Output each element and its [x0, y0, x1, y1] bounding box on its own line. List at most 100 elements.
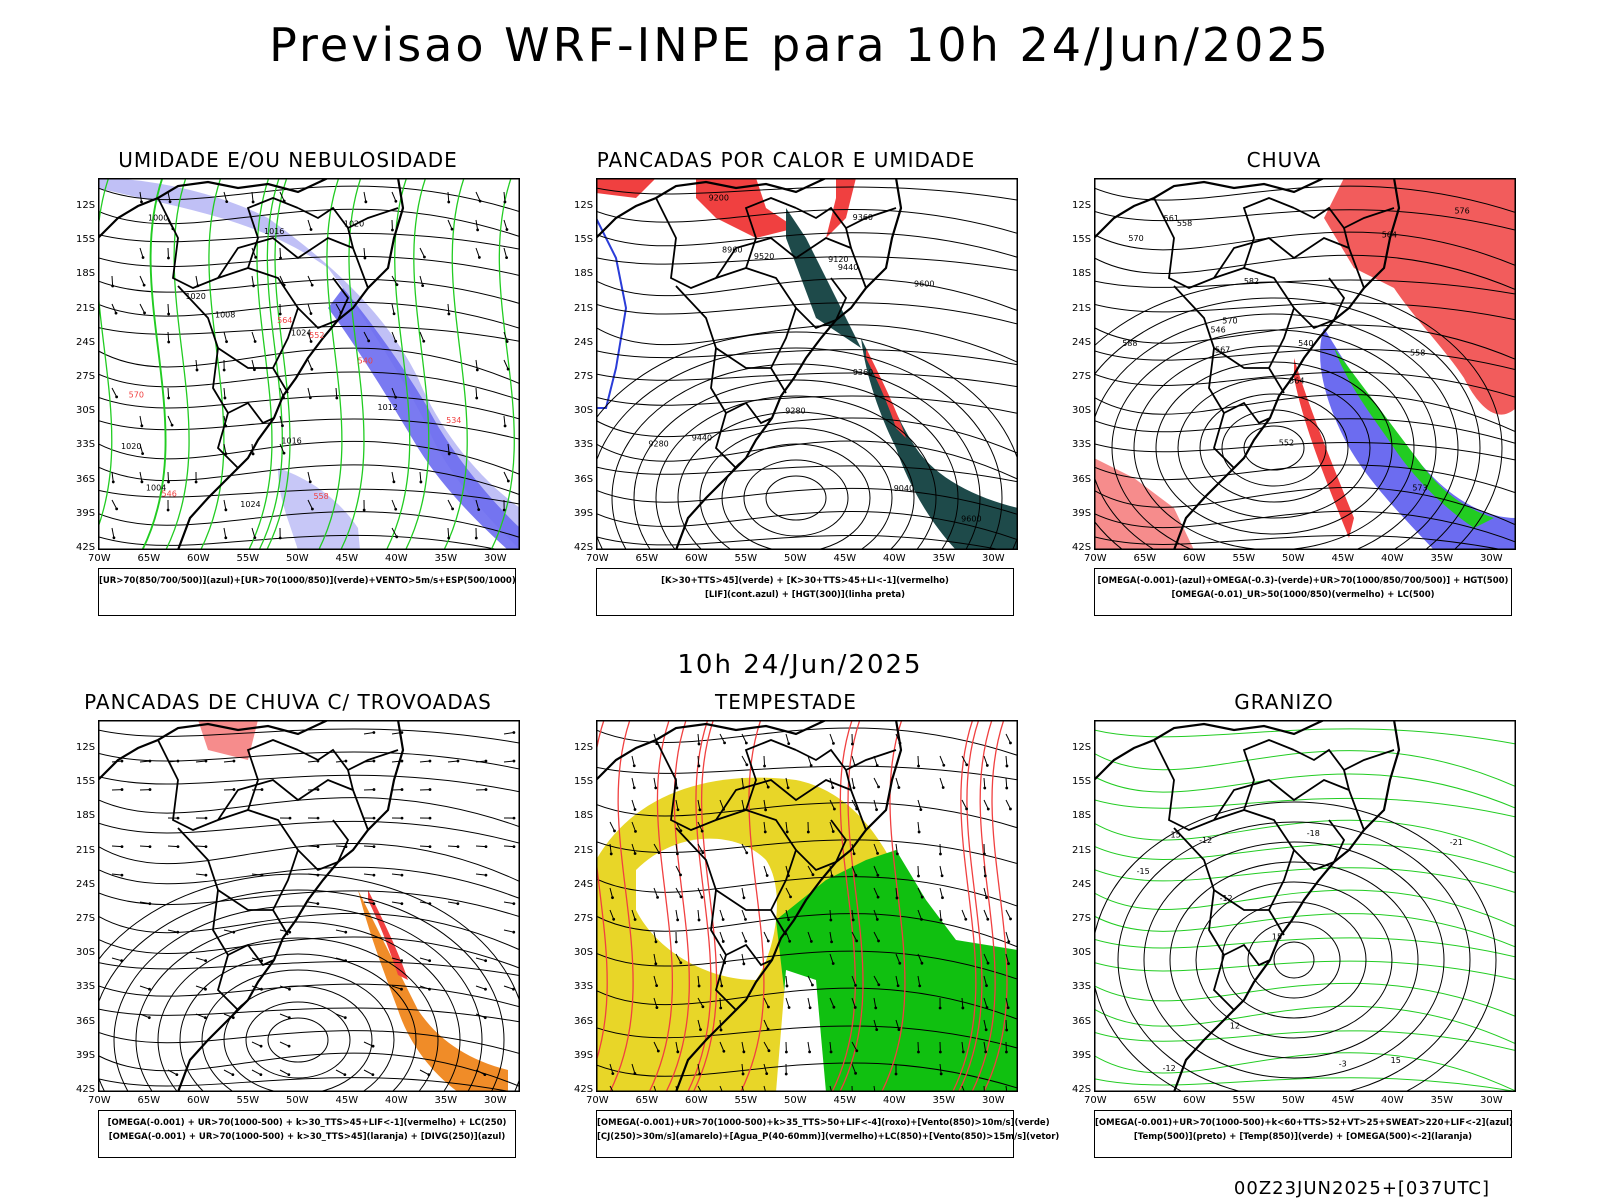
contour-label: 9600	[914, 279, 934, 288]
map-svg: 1020 1016 1024 1020 1016 1024 1012 1008 1004 1000…	[98, 178, 520, 550]
latitude-label: 21S	[574, 844, 594, 856]
mid-date: 10h 24/Jun/2025	[677, 650, 923, 680]
longitude-label: 45W	[833, 553, 857, 564]
contour-label: 558	[313, 492, 328, 501]
panel-title: CHUVA	[1246, 148, 1322, 172]
longitude-label: 60W	[1183, 1095, 1206, 1106]
contour-label: 9120	[828, 255, 848, 264]
longitude-label: 40W	[883, 1095, 906, 1106]
contour-label: -12	[1199, 836, 1212, 845]
latitude-label: 27S	[574, 913, 594, 924]
map-svg	[596, 720, 1018, 1092]
legend-caption: [K>30+TTS>45](verde) + [K>30+TTS>45+LI<-…	[596, 568, 1014, 616]
longitude-label: 40W	[385, 553, 408, 564]
main-title: Previsao WRF-INPE para 10h 24/Jun/2025	[269, 18, 1331, 72]
latitude-label: 30S	[76, 405, 96, 417]
run-info: 00Z23JUN2025+[037UTC]	[1233, 1178, 1490, 1199]
longitude-label: 55W	[734, 553, 758, 564]
latitude-label: 15S	[1072, 234, 1092, 246]
longitude-label: 65W	[635, 553, 659, 564]
legend-caption-line: [OMEGA(-0.01)_UR>50(1000/850)(vermelho) …	[1171, 590, 1435, 600]
longitude-label: 60W	[187, 1095, 210, 1106]
latitude-label: 39S	[1072, 1049, 1092, 1061]
latitude-label: 24S	[574, 878, 594, 890]
contour-label: 9600	[961, 515, 981, 524]
legend-caption-line: [LIF](cont.azul) + [HGT(300)](linha pret…	[704, 590, 906, 600]
contour-label: 588	[1122, 339, 1137, 348]
latitude-label: 39S	[574, 1049, 594, 1061]
map-panel: GRANIZO -3 -12 -12 -12 -18 -21 -15 15 15 15 12 12S 15…	[1054, 690, 1516, 1180]
latitude-label: 39S	[1072, 507, 1092, 519]
contour-label: 9360	[853, 213, 873, 222]
longitude-label: 55W	[1232, 553, 1256, 564]
contour-label: 570	[1128, 234, 1143, 243]
longitude-label: 50W	[286, 553, 309, 564]
latitude-label: 21S	[76, 302, 96, 314]
latitude-label: 15S	[574, 234, 594, 246]
contour-label: -12	[1163, 1064, 1176, 1073]
latitude-label: 27S	[574, 371, 594, 382]
latitude-label: 18S	[1072, 268, 1092, 280]
contour-label: 8960	[722, 245, 742, 254]
longitude-label: 65W	[1133, 553, 1157, 564]
contour-label: -12	[1220, 894, 1233, 903]
longitude-label: 40W	[1381, 553, 1404, 564]
contour-label: -18	[1307, 829, 1320, 838]
map-image	[98, 720, 520, 1092]
contour-label: 561	[1164, 214, 1179, 223]
map-panel: PANCADAS DE CHUVA C/ TROVOADAS 12S 15S 18S 2…	[58, 690, 520, 1180]
contour-label: 9280	[785, 406, 805, 415]
latitude-label: 12S	[76, 200, 96, 211]
longitude-label: 30W	[484, 1095, 507, 1106]
latitude-label: 42S	[76, 1084, 96, 1095]
longitude-label: 30W	[1480, 553, 1503, 564]
contour-label: -21	[1450, 838, 1463, 847]
longitude-label: 70W	[1084, 1095, 1107, 1106]
longitude-label: 45W	[1331, 1095, 1355, 1106]
longitude-label: 55W	[734, 1095, 758, 1106]
latitude-label: 42S	[1072, 1084, 1092, 1095]
longitude-label: 70W	[88, 553, 111, 564]
contour-label: 9360	[853, 368, 873, 377]
contour-label: 558	[1410, 348, 1425, 357]
contour-label: 552	[309, 331, 324, 340]
longitude-label: 70W	[586, 553, 609, 564]
latitude-label: 42S	[574, 1084, 594, 1095]
latitude-label: 12S	[1072, 742, 1092, 753]
contour-label: 1020	[185, 292, 205, 301]
longitude-label: 65W	[137, 1095, 161, 1106]
map-panel: PANCADAS POR CALOR E UMIDADE 9600 9520 9440…	[556, 148, 1018, 638]
legend-caption: [OMEGA(-0.001)+UR>70(1000-500)+k>35_TTS>…	[596, 1110, 1059, 1158]
contour-label: 546	[1210, 325, 1225, 334]
panel-title: PANCADAS POR CALOR E UMIDADE	[596, 148, 976, 172]
map-svg	[98, 720, 520, 1092]
contour-label: -15	[1137, 867, 1150, 876]
map-panel: UMIDADE E/OU NEBULOSIDADE 1020 1016 1024 102…	[58, 148, 520, 638]
legend-caption: [UR>70(850/700/500)](azul)+[UR>70(1000/8…	[98, 568, 516, 616]
latitude-label: 36S	[574, 1015, 594, 1027]
map-svg: 588 582 576 570 564 558 552 546 540 573 570 567 564 5…	[1094, 178, 1516, 550]
longitude-label: 65W	[137, 553, 161, 564]
longitude-label: 70W	[88, 1095, 111, 1106]
longitude-label: 35W	[932, 1095, 956, 1106]
contour-label: 9200	[709, 193, 729, 202]
latitude-label: 21S	[1072, 844, 1092, 856]
latitude-label: 24S	[76, 336, 96, 348]
contour-label: 12	[1230, 1022, 1240, 1031]
longitude-label: 35W	[932, 553, 956, 564]
map-image	[596, 720, 1018, 1092]
latitude-label: 21S	[574, 302, 594, 314]
longitude-label: 30W	[1480, 1095, 1503, 1106]
latitude-label: 12S	[1072, 200, 1092, 211]
latitude-label: 15S	[574, 776, 594, 788]
latitude-label: 12S	[76, 742, 96, 753]
contour-label: 1004	[146, 484, 166, 493]
contour-label: 534	[446, 416, 461, 425]
latitude-label: 33S	[574, 981, 594, 993]
latitude-label: 36S	[76, 473, 96, 485]
legend-caption: [OMEGA(-0.001) + UR>70(1000-500) + k>30_…	[98, 1110, 516, 1158]
latitude-label: 18S	[574, 810, 594, 822]
longitude-label: 50W	[286, 1095, 309, 1106]
longitude-label: 65W	[635, 1095, 659, 1106]
latitude-label: 15S	[76, 234, 96, 246]
